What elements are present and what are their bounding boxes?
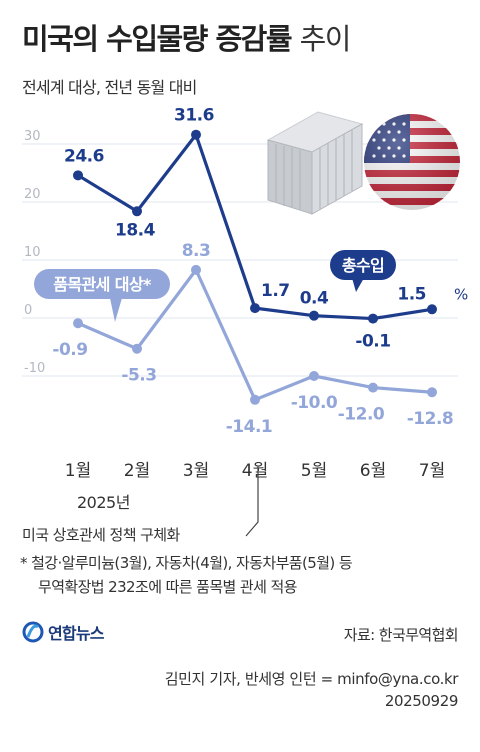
data-point [191, 129, 201, 140]
data-point [73, 318, 83, 329]
x-tick-label: 3월 [183, 461, 209, 481]
series-tariff-items: -0.9 -5.3 8.3 -14.1 -10.0-12.0 -12.8 [52, 241, 453, 437]
data-label: -12.8 [407, 409, 454, 429]
footnote-line-2: 무역확장법 232조에 따른 품목별 관세 적용 [38, 578, 297, 596]
y-tick-labels: 30 20 10 0 -10 [24, 129, 45, 376]
data-point [427, 304, 437, 315]
data-point [132, 206, 142, 217]
footnote-line-1: * 철강·알루미늄(3월), 자동차(4월), 자동차부품(5월) 등 [20, 554, 353, 572]
unit-label: % [454, 285, 468, 303]
data-point [132, 343, 142, 354]
data-label: -0.1 [355, 332, 390, 352]
x-tick-label: 6월 [360, 461, 386, 481]
data-label: 18.4 [115, 220, 156, 240]
data-label: 1.5 [397, 284, 426, 304]
annotation-bracket [245, 466, 259, 537]
legend-pill-tail [352, 278, 364, 292]
y-tick-label: 30 [24, 129, 41, 144]
policy-annotation: 미국 상호관세 정책 구체화 [22, 526, 180, 544]
legend-pill-tail [110, 298, 122, 322]
data-label: 8.3 [182, 241, 211, 261]
data-point [250, 303, 260, 314]
legend-pill [34, 269, 170, 299]
data-label: -5.3 [121, 366, 156, 386]
y-tick-label: 10 [24, 245, 41, 260]
data-point [427, 387, 437, 398]
source-note: 자료: 한국무역협회 [343, 626, 459, 644]
publish-date: 20250929 [384, 692, 459, 710]
x-tick-label: 4월 [242, 461, 268, 481]
data-point [191, 264, 201, 275]
legend-pill [330, 250, 396, 280]
series-layer: -0.9 -5.3 8.3 -14.1 -10.0-12.0 -12.8 24.6 18.4 3… [34, 106, 468, 437]
data-label: 24.6 [64, 146, 104, 166]
data-point [250, 394, 260, 405]
data-label: -14.1 [226, 417, 273, 437]
title-light: 추이 [299, 22, 352, 56]
title-bold: 미국의 수입물량 증감률 [22, 22, 293, 56]
x-tick-label: 2월 [124, 461, 150, 481]
page-subtitle: 전세계 대상, 전년 동월 대비 [22, 78, 197, 97]
legend-total-imports: 총수입 [330, 250, 396, 292]
data-label: -0.9 [52, 340, 87, 360]
year-label: 2025년 [77, 493, 130, 512]
x-tick-labels: 1월 2월 3월 4월 5월 6월 7월 [65, 461, 445, 481]
y-tick-label: 0 [24, 303, 32, 318]
data-label: -12.0 [338, 405, 385, 425]
page-title: 미국의 수입물량 증감률 추이 [22, 16, 352, 58]
data-label: 0.4 [300, 289, 329, 309]
y-tick-label: -10 [24, 361, 45, 376]
data-point [309, 371, 319, 381]
yonhap-logo: 연합뉴스 [22, 620, 104, 644]
legend-label: 총수입 [342, 256, 384, 275]
series-total-imports: 24.6 18.4 31.6 1.7 0.4 -0.1 1.5 [64, 106, 437, 352]
credit-line: 김민지 기자, 반세영 인턴 = minfo@yna.co.kr [164, 670, 459, 688]
data-label: 31.6 [174, 106, 214, 126]
us-flag-icon [364, 114, 460, 210]
data-point [309, 310, 319, 321]
yonhap-logo-icon [22, 621, 44, 643]
x-tick-label: 1월 [65, 461, 91, 481]
credit-block: 김민지 기자, 반세영 인턴 = minfo@yna.co.kr 2025092… [164, 668, 459, 712]
x-tick-label: 5월 [301, 461, 327, 481]
data-point [368, 313, 378, 324]
data-point [73, 170, 83, 181]
line-chart: 30 20 10 0 -10 [22, 106, 468, 537]
x-tick-label: 7월 [419, 461, 445, 481]
shipping-container-icon [266, 111, 364, 215]
data-label: -10.0 [291, 393, 338, 413]
logo-text: 연합뉴스 [48, 624, 104, 643]
data-point [368, 382, 378, 393]
y-tick-label: 20 [24, 187, 41, 202]
data-label: 1.7 [261, 281, 290, 301]
legend-label: 품목관세 대상* [53, 275, 152, 294]
legend-tariff-items: 품목관세 대상* [34, 269, 170, 322]
